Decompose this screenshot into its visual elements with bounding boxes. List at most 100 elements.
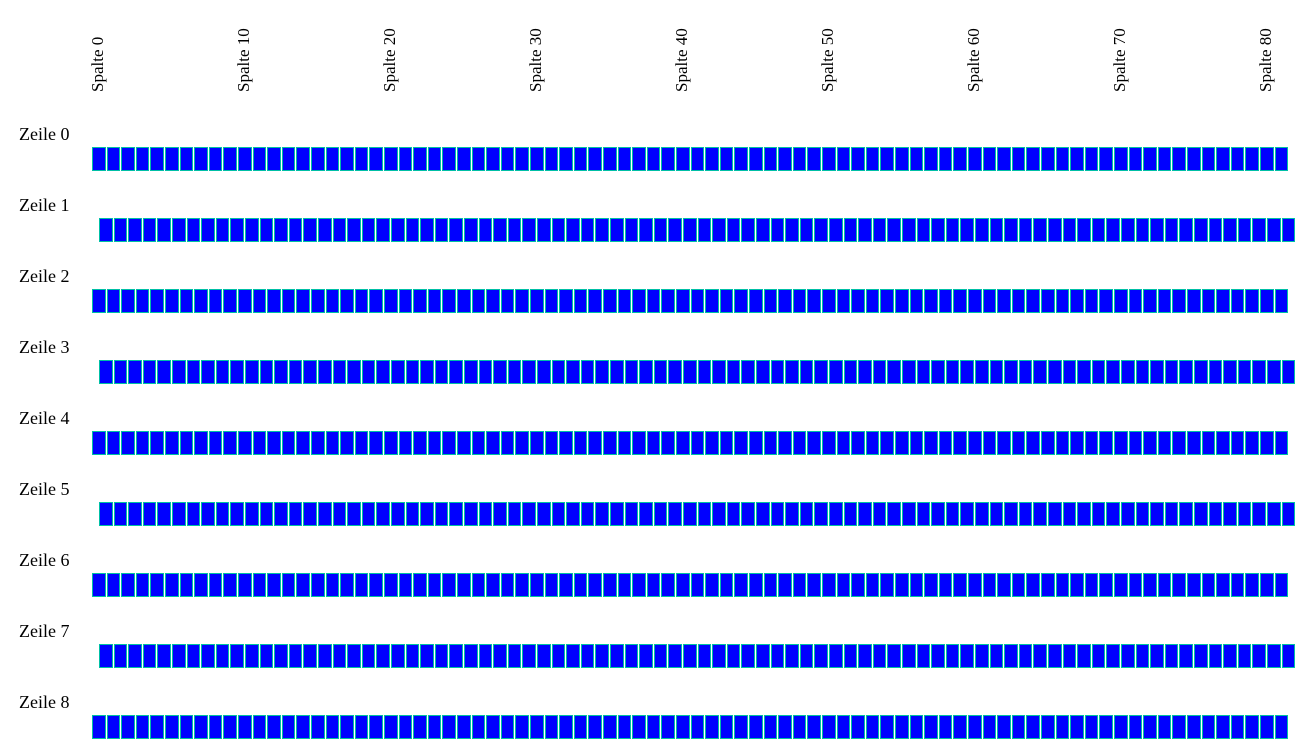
grid-cell [92,147,106,171]
grid-cell [895,147,909,171]
grid-cell [1099,715,1113,739]
grid-cell [1121,502,1135,526]
grid-cell [756,360,770,384]
grid-cell [734,289,748,313]
grid-cell [588,431,602,455]
grid-cell [960,218,974,242]
grid-cell [478,360,493,384]
grid-cell [1245,289,1259,313]
grid-cell [486,289,500,313]
column-label: Spalte 10 [234,28,253,92]
grid-cell [413,289,427,313]
grid-cell [851,147,865,171]
grid-cell [113,502,128,526]
grid-cell [573,715,588,739]
grid-cell [916,644,931,668]
grid-cell [792,715,807,739]
grid-cell [1216,715,1230,739]
grid-cell [1062,218,1077,242]
grid-cell [843,502,858,526]
grid-cell [726,218,741,242]
grid-cell [1230,289,1245,313]
grid-cell [778,431,792,455]
grid-cell [741,218,755,242]
grid-cell [1252,502,1266,526]
grid-cell [142,218,157,242]
cell-row [99,502,1296,527]
grid-cell [238,573,252,597]
grid-cell [530,431,544,455]
grid-cell [434,360,449,384]
grid-cell [369,147,383,171]
grid-cell [632,147,646,171]
grid-cell [1274,715,1289,739]
grid-cell [1062,644,1077,668]
grid-cell [318,502,332,526]
grid-cell [1172,573,1186,597]
grid-cell [1070,289,1084,313]
grid-cell [332,360,347,384]
grid-cell [945,218,960,242]
grid-cell [1055,147,1070,171]
grid-cell [486,147,500,171]
grid-cell [661,715,675,739]
grid-cell [121,715,135,739]
grid-cell [945,644,960,668]
grid-cell [763,147,778,171]
grid-cell [1143,431,1157,455]
grid-cell [405,502,420,526]
grid-cell [617,147,632,171]
grid-cell [851,289,865,313]
grid-cell [376,502,390,526]
grid-cell [186,218,201,242]
grid-cell [566,360,580,384]
grid-cell [135,147,150,171]
grid-cell [1121,360,1135,384]
grid-cell [982,289,997,313]
grid-cell [1245,573,1259,597]
grid-cell [807,147,821,171]
grid-cell [814,360,828,384]
cell-row [99,644,1296,669]
grid-cell [872,644,887,668]
grid-cell [318,644,332,668]
grid-cell [1281,502,1296,526]
grid-cell [1011,573,1026,597]
grid-cell [537,218,551,242]
row-label: Zeile 2 [19,266,70,286]
grid-cell [559,573,573,597]
grid-cell [288,218,303,242]
grid-cell [259,502,274,526]
grid-cell [274,360,288,384]
grid-cell [887,360,901,384]
grid-cell [1055,289,1070,313]
grid-cell [938,147,953,171]
grid-cell [179,715,194,739]
grid-cell [1011,715,1026,739]
grid-cell [303,218,317,242]
grid-cell [157,502,171,526]
grid-cell [1121,644,1135,668]
grid-cell [121,431,135,455]
grid-cell [347,502,361,526]
grid-cell [799,360,814,384]
grid-cell [1041,715,1055,739]
grid-cell [274,218,288,242]
grid-cell [384,715,398,739]
grid-cell [1245,715,1259,739]
grid-cell [1099,573,1113,597]
grid-cell [354,431,369,455]
grid-cell [690,289,705,313]
grid-cell [603,573,617,597]
grid-cell [814,502,828,526]
grid-cell [223,431,237,455]
grid-cell [457,147,471,171]
grid-cell [165,431,179,455]
grid-cell [916,502,931,526]
grid-cell [610,644,624,668]
grid-cell [384,147,398,171]
grid-cell [580,644,595,668]
grid-cell [106,289,121,313]
grid-cell [909,715,924,739]
grid-cell [157,644,171,668]
